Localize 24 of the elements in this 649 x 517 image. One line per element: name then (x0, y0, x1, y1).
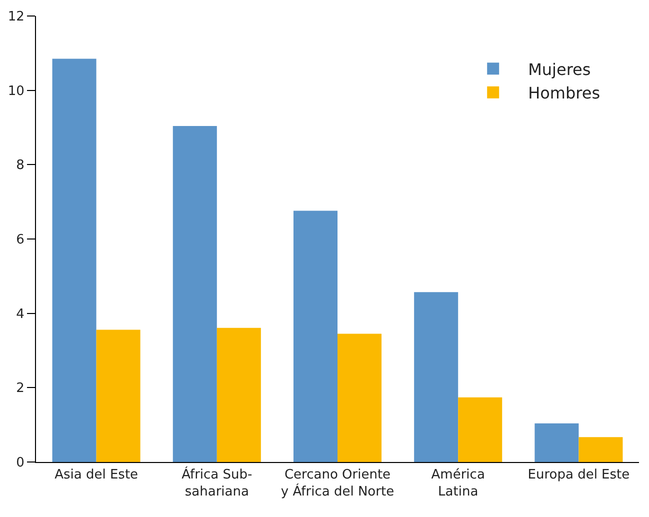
legend-label: Hombres (528, 84, 600, 103)
bar (172, 126, 217, 462)
x-tick-label: Cercano Oriente y África del Norte (280, 468, 394, 500)
y-tick-label: 4 (16, 306, 24, 322)
y-tick-label: 2 (16, 381, 24, 396)
bar (458, 397, 502, 462)
bar (216, 328, 261, 462)
y-tick-label: 6 (16, 232, 24, 248)
bar (96, 330, 140, 462)
bar (293, 210, 338, 462)
y-tick-label: 12 (8, 10, 24, 25)
bar (534, 423, 579, 462)
x-tick-label: Asia del Este (54, 468, 138, 483)
bar (52, 58, 96, 462)
x-tick-label: África Sub- sahariana (182, 466, 253, 500)
bar (578, 437, 623, 462)
bar (338, 334, 382, 462)
y-tick-label: 0 (16, 456, 24, 471)
bar (414, 292, 458, 462)
x-tick-label: Europa del Este (528, 468, 630, 483)
x-tick-label: América Latina (431, 468, 485, 500)
y-tick-label: 8 (16, 158, 24, 174)
legend-label: Mujeres (528, 60, 591, 79)
y-tick-label: 10 (8, 84, 24, 99)
